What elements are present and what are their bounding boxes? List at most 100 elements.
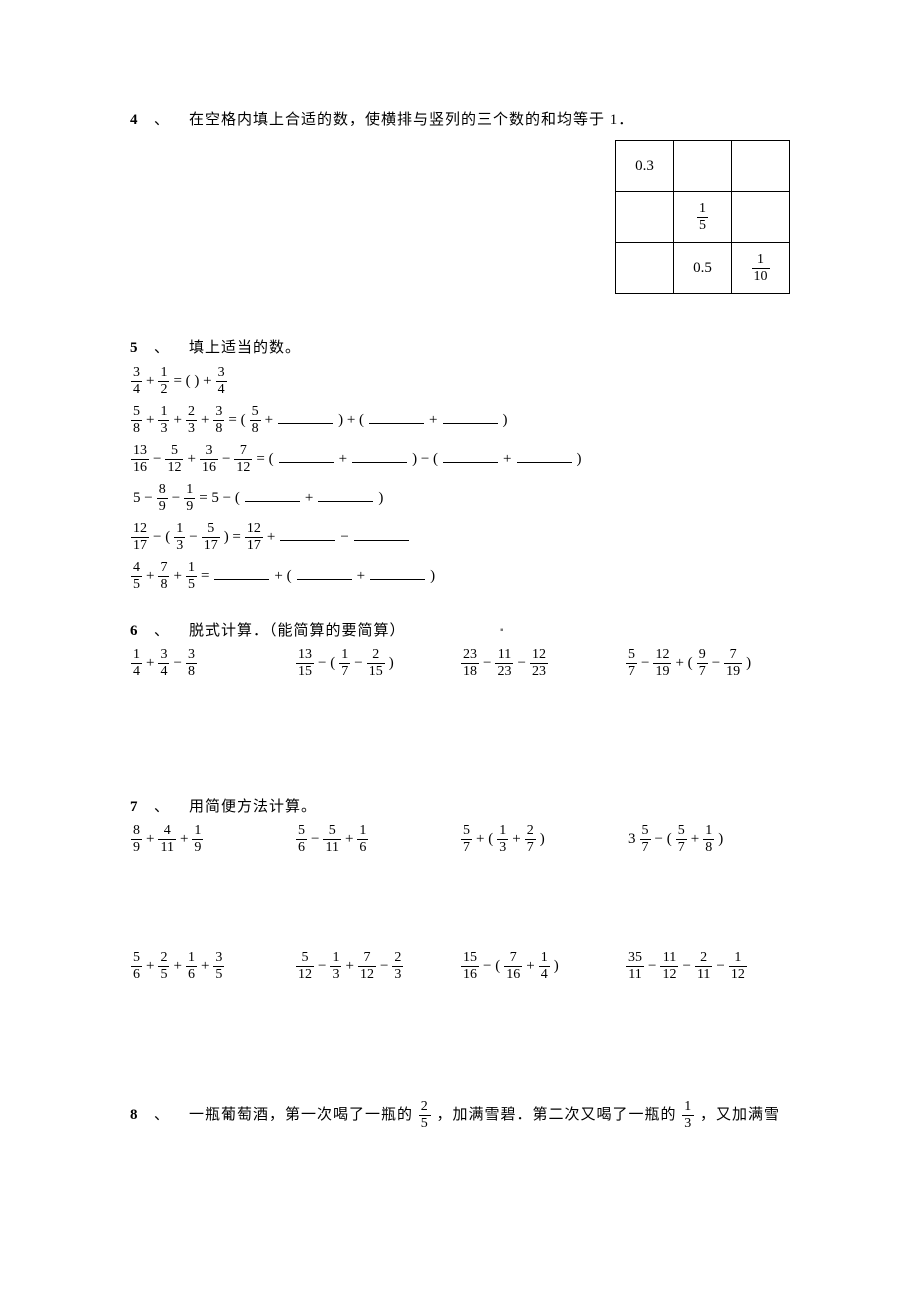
fraction: 18 [703,824,714,855]
math-text: − [315,956,329,977]
math-text: − [713,956,727,977]
problem-4-number: 4 [130,110,154,131]
fraction: 97 [697,648,708,679]
fill-blank[interactable] [297,566,352,581]
fill-blank[interactable] [443,449,498,464]
math-text: − [169,482,183,515]
fraction: 716 [504,951,522,982]
math-text: + [170,956,184,977]
fill-blank[interactable] [517,449,572,464]
math-text: + [342,829,356,850]
math-text: + [354,560,368,593]
fill-blank[interactable] [354,527,409,542]
fraction: 13 [158,405,169,436]
math-text: − ( [315,653,338,674]
math-text: − [645,956,659,977]
math-text: − [308,829,322,850]
math-text: − [219,443,233,476]
math-text: = [198,560,212,593]
fraction: 512 [165,444,183,475]
fraction: 15 [186,561,197,592]
fraction: 316 [200,444,218,475]
fill-blank[interactable] [370,566,425,581]
fraction: 56 [131,951,142,982]
problem-5: 5 、 填上适当的数。 34+12= ( ) +3458+13+23+38= (… [130,338,790,593]
equation-cell: 14+34−38 [130,648,295,679]
math-text: + [170,404,184,437]
fill-blank[interactable] [352,449,407,464]
equation-cell: 512−13+712−23 [295,951,460,982]
problem-7-row2: 56+25+16+35512−13+712−231516− (716+14)35… [130,951,790,982]
fraction: 17 [339,648,350,679]
math-text: + ( [672,653,695,674]
fraction: 14 [539,951,550,982]
fraction: 57 [626,648,637,679]
fraction: 110 [752,253,770,284]
equation-cell: 56−511+16 [295,824,460,855]
problem-8: 8 、 一瓶葡萄酒，第一次喝了一瓶的 25 ，加满雪碧．第二次又喝了一瓶的 13… [130,1100,790,1131]
problem-6: 6 、 脱式计算．（能简算的要简算） ▪ 14+34−381315− (17−2… [130,621,790,769]
fill-blank[interactable] [369,410,424,425]
p8-text-a: 一瓶葡萄酒，第一次喝了一瓶的 [189,1107,413,1123]
math-text: − ( [480,956,503,977]
math-text: + [143,653,157,674]
problem-8-number: 8 [130,1105,154,1126]
p8-frac-b: 13 [681,1107,695,1123]
grid-cell[interactable] [674,141,732,192]
problem-4-grid: 0.3150.5110 [615,140,790,294]
math-text: ) − ( [409,443,441,476]
fraction: 1123 [495,648,513,679]
fill-blank[interactable] [245,488,300,503]
fill-blank[interactable] [280,527,335,542]
fraction: 34 [158,648,169,679]
math-text: + [302,482,316,515]
fraction: 3511 [626,951,644,982]
grid-cell: 110 [732,243,790,294]
fraction: 12 [158,366,169,397]
equation-cell: 1516− (716+14) [460,951,625,982]
problem-5-head: 5 、 填上适当的数。 [130,338,790,359]
fraction: 35 [213,951,224,982]
fraction: 19 [184,483,195,514]
equation-cell: 56+25+16+35 [130,951,295,982]
fill-blank[interactable] [279,449,334,464]
fill-blank[interactable] [318,488,373,503]
fraction: 2318 [461,648,479,679]
problem-6-head: 6 、 脱式计算．（能简算的要简算） [130,621,790,642]
grid-cell: 0.3 [616,141,674,192]
problem-6-sep: 、 [154,621,169,642]
problem-8-sep: 、 [154,1105,169,1126]
fraction: 16 [357,824,368,855]
fraction: 57 [461,824,472,855]
fraction: 517 [202,522,220,553]
fraction: 1315 [296,648,314,679]
math-text: − [186,521,200,554]
problem-8-text: 一瓶葡萄酒，第一次喝了一瓶的 25 ，加满雪碧．第二次又喝了一瓶的 13 ，又加… [189,1100,780,1131]
fraction: 1219 [653,648,671,679]
math-text: + ( [271,560,294,593]
p8-text-b: ，加满雪碧．第二次又喝了一瓶的 [437,1107,677,1123]
problem-6-text: 脱式计算．（能简算的要简算） [189,621,406,642]
math-text: = ( ) + [170,365,214,398]
fill-blank[interactable] [278,410,333,425]
grid-cell[interactable] [616,192,674,243]
problem-8-head: 8 、 一瓶葡萄酒，第一次喝了一瓶的 25 ，加满雪碧．第二次又喝了一瓶的 13… [130,1100,790,1131]
fraction: 23 [186,405,197,436]
fill-blank[interactable] [443,410,498,425]
math-text: = 5 − ( [196,482,243,515]
math-text: + [500,443,514,476]
problem-4-sep: 、 [154,110,169,131]
fill-blank[interactable] [214,566,269,581]
equation-cell: 357− (57+18) [625,824,790,855]
math-text: − [709,653,723,674]
problem-5-lines: 34+12= ( ) +3458+13+23+38= (58+) + (+)13… [130,365,790,593]
math-text: + [264,521,278,554]
grid-cell[interactable] [616,243,674,294]
math-text: − [351,653,365,674]
grid-cell[interactable] [732,192,790,243]
math-text: + [198,956,212,977]
grid-cell[interactable] [732,141,790,192]
math-text: ) = [221,521,244,554]
fraction: 38 [213,405,224,436]
grid-cell: 15 [674,192,732,243]
